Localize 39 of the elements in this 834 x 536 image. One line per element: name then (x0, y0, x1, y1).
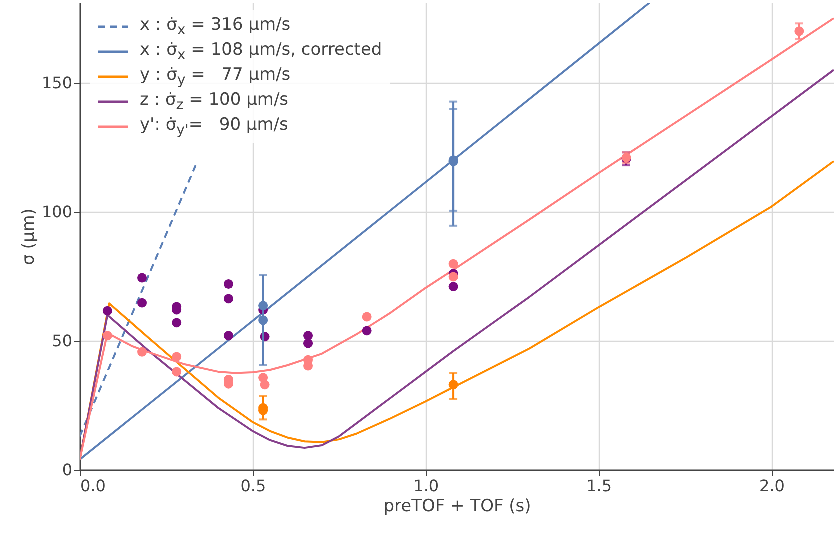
legend-label: z : σ̇$_{z}$ = 100 μm/s (140, 90, 289, 114)
point (448, 380, 458, 390)
x-tick-label: 1.5 (586, 476, 612, 496)
x-tick-label: 1.0 (414, 476, 440, 496)
y-tick-label: 0 (62, 460, 72, 480)
point (362, 312, 372, 322)
point (138, 273, 147, 283)
point (362, 326, 372, 336)
point (260, 380, 270, 390)
x-tick-label: 0.0 (80, 476, 106, 496)
point (102, 331, 112, 341)
point (304, 338, 314, 348)
point (102, 306, 112, 316)
point (258, 301, 268, 311)
x-tick-label: 0.5 (240, 476, 266, 496)
point (172, 318, 182, 328)
point (448, 272, 458, 282)
legend-label: x : σ̇$_{x}$ = 108 μm/s, corrected (140, 40, 382, 64)
point (224, 280, 234, 289)
y-tick-label: 50 (52, 331, 72, 350)
point (448, 259, 458, 269)
point (448, 282, 458, 292)
point (258, 316, 268, 326)
point (304, 331, 314, 341)
legend-label: x : σ̇$_{x}$ = 316 μm/s (140, 14, 291, 38)
legend-label: y : σ̇$_{y}$ = 77 μm/s (140, 64, 291, 88)
point (224, 331, 234, 341)
legend-label: y': σ̇$_{y'}$= 90 μm/s (140, 114, 288, 138)
point (172, 352, 182, 362)
y-tick-label: 150 (42, 73, 72, 92)
x-tick-label: 2.0 (760, 476, 785, 496)
y-tick-label: 100 (42, 202, 72, 222)
point (172, 367, 182, 377)
point (794, 26, 804, 36)
x-axis-title: preTOF + TOF (s) (384, 496, 532, 516)
point (138, 298, 147, 308)
y-axis-title: σ (μm) (18, 208, 39, 266)
point (224, 294, 234, 304)
point (138, 347, 147, 357)
